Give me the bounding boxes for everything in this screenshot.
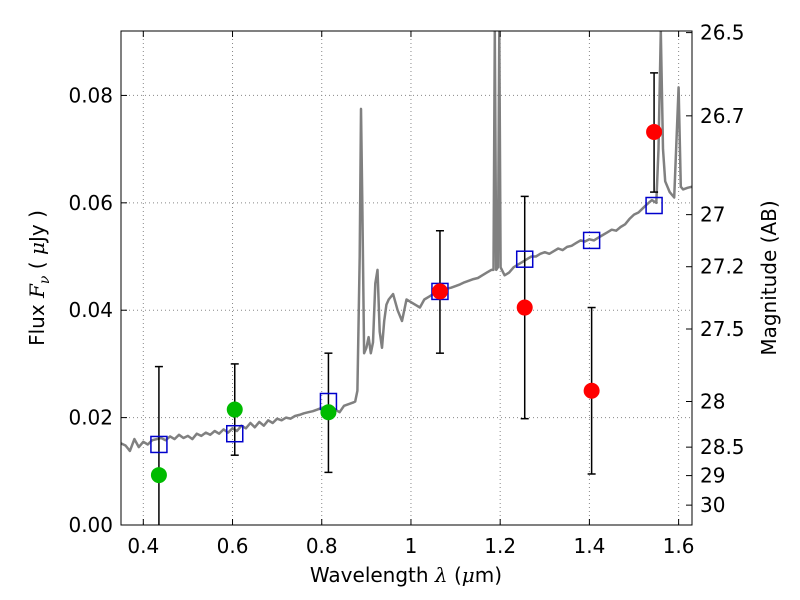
right-tick-label: 27.5 xyxy=(700,317,745,341)
observed-flux-point xyxy=(583,382,600,399)
observed-flux-point xyxy=(320,404,337,421)
right-tick-label: 29 xyxy=(700,464,725,488)
x-tick-label: 0.6 xyxy=(217,534,249,558)
grid-lines xyxy=(121,31,692,525)
observed-flux-point xyxy=(516,299,533,316)
y-tick-label: 0.02 xyxy=(68,406,113,430)
x-tick-label: 1.4 xyxy=(573,534,605,558)
synthetic-flux-box xyxy=(515,250,534,268)
synthetic-flux-box xyxy=(582,231,601,250)
right-tick-label: 27 xyxy=(700,203,725,227)
synthetic-flux-box xyxy=(645,196,663,215)
model-spectrum-line xyxy=(121,31,692,453)
observed-flux-point xyxy=(226,401,243,418)
y-tick-label: 0.08 xyxy=(68,83,113,107)
right-tick-label: 26.5 xyxy=(700,21,745,45)
x-tick-label: 1.2 xyxy=(484,534,516,558)
x-tick-label: 0.8 xyxy=(306,534,338,558)
x-tick-label: 0.4 xyxy=(127,534,159,558)
model-spectrum xyxy=(121,31,692,453)
y-tick-label: 0.00 xyxy=(68,513,113,537)
y-axis-label: Flux Fν ( μJy ) xyxy=(25,210,53,346)
y-tick-label: 0.06 xyxy=(68,191,113,215)
x-axis-label: Wavelength λ (μm) xyxy=(310,563,502,587)
observed-flux-point xyxy=(150,467,167,484)
y-axis-label-right: Magnitude (AB) xyxy=(757,200,781,355)
plot-frame xyxy=(120,30,693,526)
right-tick-label: 28 xyxy=(700,390,725,414)
axis-ticks: 0.4 0.6 0.8 1 1.2 1.4 1.6 0.00 0.02 0.04 0.06 0.08 2… xyxy=(68,21,744,558)
y-tick-label: 0.04 xyxy=(68,298,113,322)
right-tick-label: 30 xyxy=(700,493,725,517)
synthetic-flux-box xyxy=(226,424,244,443)
right-tick-label: 27.2 xyxy=(700,255,745,279)
observed-flux-point xyxy=(646,123,663,140)
right-tick-label: 28.5 xyxy=(700,435,745,459)
synthetic-flux-box xyxy=(150,435,168,454)
data-markers xyxy=(150,123,663,484)
right-tick-label: 26.7 xyxy=(700,104,745,128)
x-tick-label: 1.6 xyxy=(663,534,695,558)
x-tick-label: 1 xyxy=(405,534,418,558)
observed-flux-point xyxy=(431,283,448,300)
